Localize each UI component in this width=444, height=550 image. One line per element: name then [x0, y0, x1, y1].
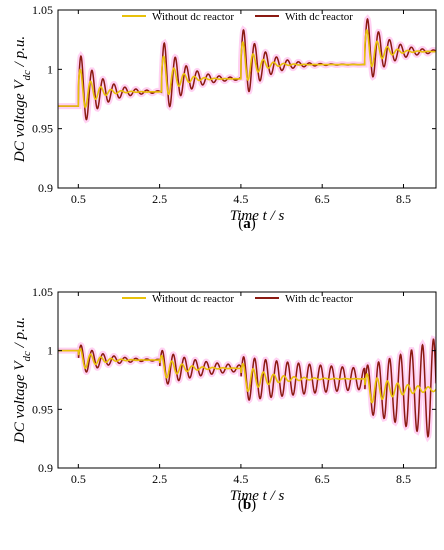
x-axis-label-unit: / s — [267, 208, 285, 224]
y-tick-label: 0.95 — [32, 122, 53, 136]
x-axis-label: Time t / s — [230, 208, 285, 224]
x-axis-label-t: t — [263, 488, 268, 504]
panel-label: (b) — [238, 497, 256, 513]
panel-label-letter: a — [243, 216, 251, 232]
x-axis-label-t: t — [263, 208, 268, 224]
y-axis-label-sub: dc — [21, 70, 33, 81]
y-tick-label: 0.95 — [32, 402, 53, 416]
y-axis-label-unit: / p.u. — [12, 317, 28, 351]
y-tick-label: 0.9 — [38, 461, 53, 475]
panel-label-close: ) — [251, 497, 256, 513]
y-axis-label-sub: dc — [21, 351, 33, 362]
x-axis-label-var: Time — [230, 488, 263, 504]
y-tick-label: 1.05 — [32, 3, 53, 17]
series-line-without — [58, 347, 436, 404]
x-axis-label-unit: / s — [267, 488, 285, 504]
x-tick-label: 4.5 — [233, 472, 248, 486]
x-tick-label: 6.5 — [315, 192, 330, 206]
panel-label: (a) — [238, 216, 256, 232]
x-tick-label: 0.5 — [71, 472, 86, 486]
y-axis-label-prefix: DC voltage — [12, 371, 28, 445]
x-tick-label: 2.5 — [152, 472, 167, 486]
y-tick-label: 1 — [47, 62, 53, 76]
x-tick-label: 2.5 — [152, 192, 167, 206]
y-axis-label-unit: / p.u. — [12, 36, 28, 70]
chart-b: 0.5 2.5 4.5 6.5 8.5 0.9 0.95 1 1.05 Time t / s DC … — [12, 285, 437, 513]
legend-label-with: With dc reactor — [285, 11, 353, 23]
axes-frame — [57, 291, 437, 469]
legend: Without dc reactor With dc reactor — [122, 11, 353, 23]
axes-frame — [57, 9, 437, 189]
y-tick-label: 1.05 — [32, 285, 53, 299]
legend-label-without: Without dc reactor — [152, 293, 234, 305]
legend: Without dc reactor With dc reactor — [122, 293, 353, 305]
x-axis-label: Time t / s — [230, 488, 285, 504]
legend-label-with: With dc reactor — [285, 293, 353, 305]
x-tick-label: 8.5 — [396, 192, 411, 206]
x-tick-label: 6.5 — [315, 472, 330, 486]
x-axis-label-var: Time — [230, 208, 263, 224]
y-tick-label: 0.9 — [38, 181, 53, 195]
y-axis-label-prefix: DC voltage — [12, 90, 28, 164]
x-tick-label: 8.5 — [396, 472, 411, 486]
x-tick-label: 0.5 — [71, 192, 86, 206]
chart-a: 0.5 2.5 4.5 6.5 8.5 0.9 0.95 1 1.05 Time t / s DC … — [12, 3, 437, 232]
y-axis-label: DC voltage Vdc / p.u. — [12, 36, 33, 163]
y-tick-label: 1 — [47, 344, 53, 358]
plot-area — [58, 17, 436, 121]
panel-label-letter: b — [243, 497, 251, 513]
panel-label-open: ( — [238, 497, 243, 513]
plot-area — [58, 338, 436, 439]
series-line-without — [58, 29, 436, 109]
y-axis-label: DC voltage Vdc / p.u. — [12, 317, 33, 444]
x-tick-label: 4.5 — [233, 192, 248, 206]
panel-label-open: ( — [238, 216, 243, 232]
y-axis-label-var: V — [12, 79, 28, 90]
panel-label-close: ) — [251, 216, 256, 232]
y-axis-label-var: V — [12, 360, 28, 371]
legend-label-without: Without dc reactor — [152, 11, 234, 23]
